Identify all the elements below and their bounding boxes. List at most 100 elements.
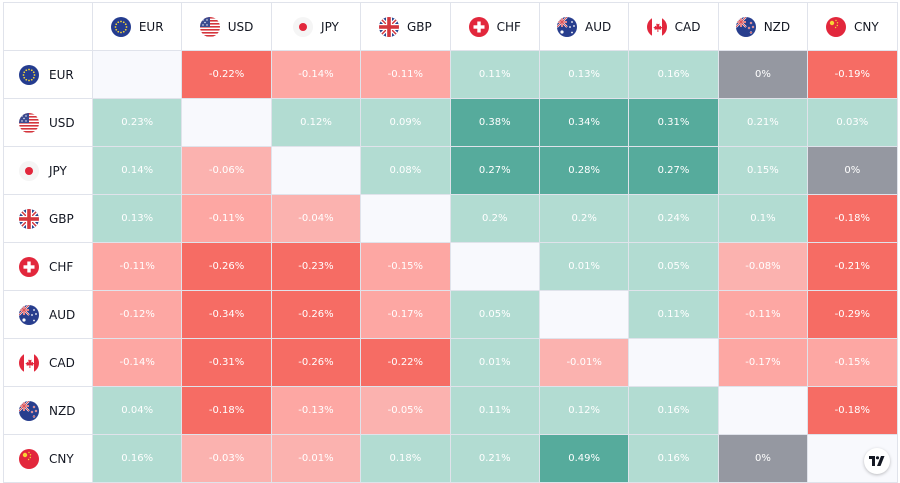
rate-cell-gbp-usd[interactable]: -0.11% (181, 194, 272, 243)
rate-cell-gbp-cny[interactable]: -0.18% (807, 194, 898, 243)
rate-cell-nzd-gbp[interactable]: -0.05% (360, 386, 451, 435)
rate-cell-usd-nzd[interactable]: 0.21% (717, 98, 809, 147)
rate-cell-cny-usd[interactable]: -0.03% (181, 434, 272, 483)
canada-flag-icon (646, 16, 667, 37)
row-header-gbp[interactable]: GBP (3, 194, 93, 243)
rate-cell-eur-cad[interactable]: 0.16% (628, 50, 719, 99)
tradingview-logo-icon[interactable] (864, 448, 890, 474)
table-row: CHF -0.11% -0.26% -0.23% -0.15% 0.01% 0.05% -0.… (3, 242, 898, 291)
rate-cell-usd-gbp[interactable]: 0.09% (360, 98, 451, 147)
rate-cell-eur-jpy[interactable]: -0.14% (270, 50, 362, 99)
row-header-jpy[interactable]: JPY (3, 146, 93, 195)
rate-cell-cad-gbp[interactable]: -0.22% (360, 338, 451, 387)
column-header-cad[interactable]: CAD (628, 2, 719, 51)
rate-cell-eur-nzd[interactable]: 0% (717, 50, 809, 99)
rate-cell-nzd-cny[interactable]: -0.18% (807, 386, 898, 435)
rate-cell-aud-jpy[interactable]: -0.26% (270, 290, 362, 339)
rate-cell-nzd-chf[interactable]: 0.11% (449, 386, 540, 435)
rate-cell-gbp-aud[interactable]: 0.2% (538, 194, 630, 243)
rate-cell-usd-aud[interactable]: 0.34% (538, 98, 630, 147)
rate-cell-gbp-jpy[interactable]: -0.04% (270, 194, 362, 243)
rate-cell-aud-cad[interactable]: 0.11% (628, 290, 719, 339)
corner-cell (3, 2, 93, 51)
rate-cell-cad-nzd[interactable]: -0.17% (717, 338, 809, 387)
rate-cell-aud-usd[interactable]: -0.34% (181, 290, 272, 339)
rate-cell-cny-aud[interactable]: 0.49% (538, 434, 630, 483)
rate-cell-jpy-gbp[interactable]: 0.08% (360, 146, 451, 195)
column-header-usd[interactable]: USD (181, 2, 272, 51)
rate-cell-chf-usd[interactable]: -0.26% (181, 242, 272, 291)
rate-cell-jpy-usd[interactable]: -0.06% (181, 146, 272, 195)
column-header-jpy[interactable]: JPY (270, 2, 362, 51)
rate-cell-jpy-chf[interactable]: 0.27% (449, 146, 540, 195)
rate-cell-cny-gbp[interactable]: 0.18% (360, 434, 451, 483)
rate-cell-cny-jpy[interactable]: -0.01% (270, 434, 362, 483)
currency-code-label: USD (227, 19, 254, 34)
row-header-chf[interactable]: CHF (3, 242, 93, 291)
rate-cell-nzd-eur[interactable]: 0.04% (91, 386, 183, 435)
column-header-eur[interactable]: EUR (91, 2, 183, 51)
rate-cell-chf-aud[interactable]: 0.01% (538, 242, 630, 291)
rate-cell-aud-gbp[interactable]: -0.17% (360, 290, 451, 339)
rate-cell-cad-eur[interactable]: -0.14% (91, 338, 183, 387)
rate-cell-nzd-cad[interactable]: 0.16% (628, 386, 719, 435)
rate-cell-cad-chf[interactable]: 0.01% (449, 338, 540, 387)
rate-cell-cny-nzd[interactable]: 0% (717, 434, 809, 483)
rate-cell-gbp-chf[interactable]: 0.2% (449, 194, 540, 243)
rate-cell-usd-eur[interactable]: 0.23% (91, 98, 183, 147)
column-header-aud[interactable]: AUD (538, 2, 630, 51)
rate-cell-nzd-jpy[interactable]: -0.13% (270, 386, 362, 435)
table-row: CNY 0.16% -0.03% -0.01% 0.18% 0.21% 0.49% 0.16%… (3, 434, 898, 483)
rate-cell-eur-usd[interactable]: -0.22% (181, 50, 272, 99)
rate-cell-usd-chf[interactable]: 0.38% (449, 98, 540, 147)
rate-cell-chf-cad[interactable]: 0.05% (628, 242, 719, 291)
rate-cell-jpy-aud[interactable]: 0.28% (538, 146, 630, 195)
australia-flag-icon (557, 16, 578, 37)
rate-cell-nzd-usd[interactable]: -0.18% (181, 386, 272, 435)
eu-flag-icon (19, 64, 39, 85)
rate-cell-cad-usd[interactable]: -0.31% (181, 338, 272, 387)
rate-cell-usd-cad[interactable]: 0.31% (628, 98, 719, 147)
diagonal-empty-cell (628, 338, 719, 387)
rate-cell-jpy-cny[interactable]: 0% (807, 146, 898, 195)
row-header-eur[interactable]: EUR (3, 50, 93, 99)
rate-cell-jpy-cad[interactable]: 0.27% (628, 146, 719, 195)
rate-cell-chf-cny[interactable]: -0.21% (807, 242, 898, 291)
rate-cell-jpy-eur[interactable]: 0.14% (91, 146, 183, 195)
column-header-chf[interactable]: CHF (449, 2, 540, 51)
row-header-aud[interactable]: AUD (3, 290, 93, 339)
column-header-nzd[interactable]: NZD (717, 2, 809, 51)
column-header-cny[interactable]: CNY (807, 2, 898, 51)
rate-cell-gbp-cad[interactable]: 0.24% (628, 194, 719, 243)
rate-cell-chf-nzd[interactable]: -0.08% (717, 242, 809, 291)
column-header-gbp[interactable]: GBP (360, 2, 451, 51)
rate-cell-gbp-eur[interactable]: 0.13% (91, 194, 183, 243)
row-header-usd[interactable]: USD (3, 98, 93, 147)
row-header-cad[interactable]: CAD (3, 338, 93, 387)
currency-code-label: GBP (49, 211, 74, 226)
rate-cell-nzd-aud[interactable]: 0.12% (538, 386, 630, 435)
rate-cell-jpy-nzd[interactable]: 0.15% (717, 146, 809, 195)
rate-cell-gbp-nzd[interactable]: 0.1% (717, 194, 809, 243)
rate-cell-aud-nzd[interactable]: -0.11% (717, 290, 809, 339)
rate-cell-usd-jpy[interactable]: 0.12% (270, 98, 362, 147)
rate-cell-cad-jpy[interactable]: -0.26% (270, 338, 362, 387)
rate-cell-aud-chf[interactable]: 0.05% (449, 290, 540, 339)
row-header-cny[interactable]: CNY (3, 434, 93, 483)
rate-cell-eur-aud[interactable]: 0.13% (538, 50, 630, 99)
rate-cell-eur-chf[interactable]: 0.11% (449, 50, 540, 99)
rate-cell-chf-jpy[interactable]: -0.23% (270, 242, 362, 291)
rate-cell-cny-chf[interactable]: 0.21% (449, 434, 540, 483)
rate-cell-cad-cny[interactable]: -0.15% (807, 338, 898, 387)
rate-cell-eur-cny[interactable]: -0.19% (807, 50, 898, 99)
row-header-nzd[interactable]: NZD (3, 386, 93, 435)
rate-cell-chf-gbp[interactable]: -0.15% (360, 242, 451, 291)
rate-cell-usd-cny[interactable]: 0.03% (807, 98, 898, 147)
rate-cell-cny-cad[interactable]: 0.16% (628, 434, 719, 483)
rate-cell-aud-cny[interactable]: -0.29% (807, 290, 898, 339)
rate-cell-cny-eur[interactable]: 0.16% (91, 434, 183, 483)
rate-cell-aud-eur[interactable]: -0.12% (91, 290, 183, 339)
rate-cell-chf-eur[interactable]: -0.11% (91, 242, 183, 291)
rate-cell-cad-aud[interactable]: -0.01% (538, 338, 630, 387)
rate-cell-eur-gbp[interactable]: -0.11% (360, 50, 451, 99)
